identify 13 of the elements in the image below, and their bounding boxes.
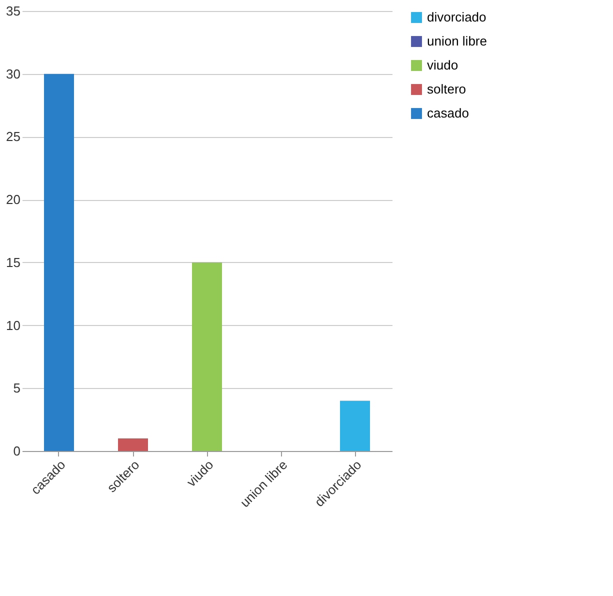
legend-label: viudo	[427, 58, 458, 72]
legend-label: casado	[427, 106, 469, 120]
y-tick-label: 30	[6, 66, 20, 82]
y-tick-label: 5	[13, 380, 20, 396]
y-tick-label: 10	[6, 318, 20, 333]
legend-label: union libre	[427, 34, 487, 48]
y-tick-label: 0	[13, 444, 20, 458]
y-tick-label: 15	[6, 254, 20, 270]
y-tick-label: 20	[6, 192, 20, 208]
legend-label: soltero	[427, 82, 466, 96]
y-tick-label: 35	[6, 4, 20, 18]
y-tick-label: 25	[6, 129, 20, 144]
legend-label: divorciado	[427, 10, 486, 24]
